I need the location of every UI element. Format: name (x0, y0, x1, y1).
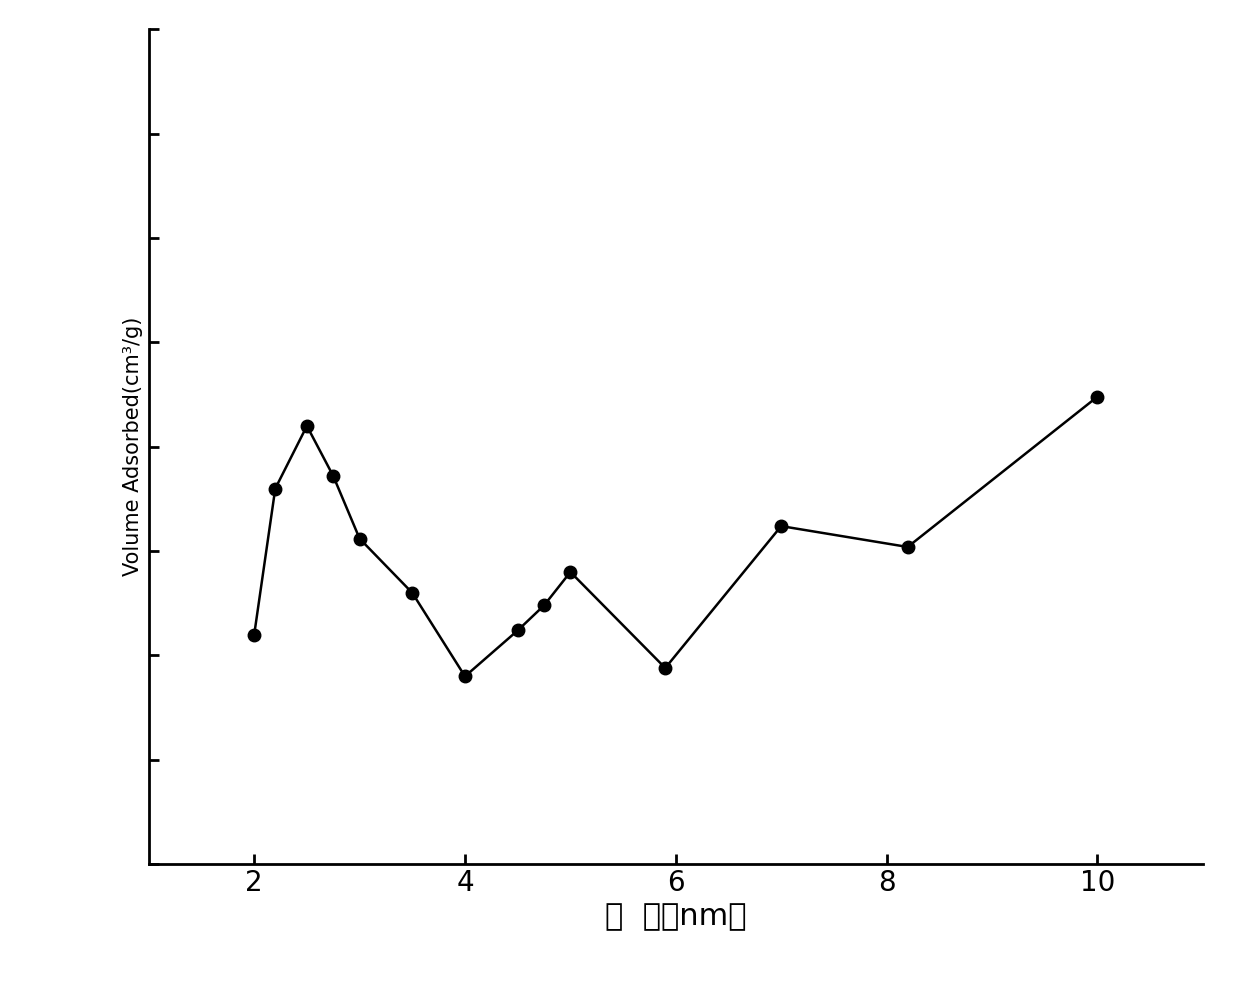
Y-axis label: Volume Adsorbed(cm³/g): Volume Adsorbed(cm³/g) (123, 317, 144, 576)
X-axis label: 孔  径（nm）: 孔 径（nm） (605, 902, 746, 932)
